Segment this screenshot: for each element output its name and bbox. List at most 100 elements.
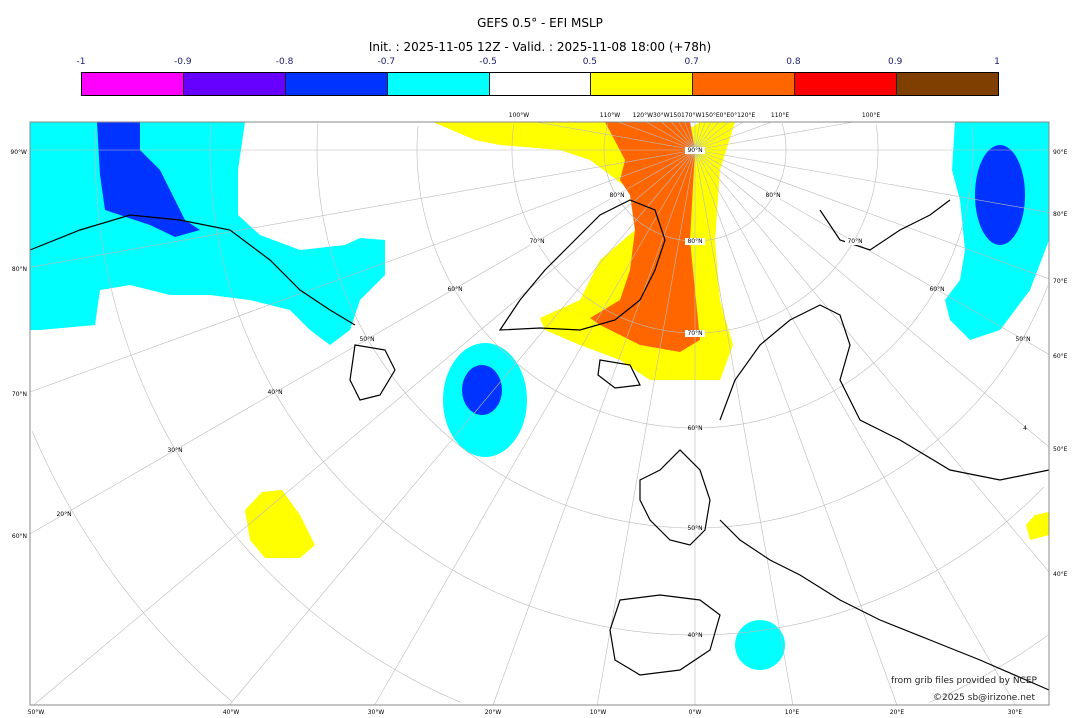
- meridian-line: [33, 149, 696, 706]
- efi-field: [30, 122, 1049, 670]
- blue-area-atlantic: [462, 365, 502, 415]
- coastline-baffin: [349, 344, 396, 401]
- meridian-line: [596, 149, 696, 706]
- colorbar-tick: 0.7: [684, 57, 699, 67]
- meridian-line: [694, 149, 1050, 573]
- meridian-line: [694, 149, 1050, 213]
- latitude-label: 60°N: [447, 286, 462, 293]
- latitude-label: 50°N: [687, 525, 702, 532]
- colorbar-swatch: [693, 73, 796, 95]
- meridian-line: [694, 121, 719, 151]
- latitude-label: 70°N: [687, 330, 702, 337]
- coastline-europe: [719, 519, 1050, 691]
- latitude-label: 40°N: [687, 632, 702, 639]
- colorbar-tick: -0.7: [377, 57, 396, 67]
- label-background: [685, 238, 705, 245]
- label-background: [607, 192, 627, 199]
- coastline-scandinavia: [719, 304, 1050, 481]
- left-axis-label: 70°N: [12, 391, 27, 398]
- colorbar-tick: -0.5: [479, 57, 497, 67]
- meridian-line: [678, 121, 696, 151]
- coastline-iberia: [609, 594, 721, 676]
- latitude-label: 50°N: [1015, 336, 1030, 343]
- coastline-siberia: [819, 199, 951, 251]
- colorbar-tick: 0.9: [888, 57, 903, 67]
- colorbar-swatch: [387, 73, 490, 95]
- meridian-line: [694, 121, 773, 151]
- right-axis-label: 70°E: [1053, 278, 1068, 285]
- latitude-label: 80°N: [609, 192, 624, 199]
- meridian-line: [492, 149, 696, 706]
- latitude-circle: [511, 124, 879, 334]
- bottom-axis-label: 20°W: [485, 709, 502, 716]
- colorbar-swatch: [795, 73, 898, 95]
- latitude-label: 80°N: [687, 238, 702, 245]
- bottom-axis-label: 40°W: [223, 709, 240, 716]
- meridian-line: [684, 121, 696, 151]
- latitude-label: 50°N: [359, 336, 374, 343]
- meridian-line: [617, 121, 696, 151]
- coastline-canada: [29, 214, 356, 326]
- bottom-axis-label: 30°E: [1008, 709, 1023, 716]
- latitude-circle: [31, 431, 233, 702]
- right-axis-label: 80°E: [1053, 211, 1068, 218]
- meridian-line: [694, 149, 794, 706]
- coastlines: [29, 199, 1050, 691]
- meridian-line: [694, 121, 701, 151]
- latitude-label: 70°N: [529, 238, 544, 245]
- bottom-axis-label: 0°W: [689, 709, 702, 716]
- top-axis-label: 100°W: [509, 112, 529, 119]
- meridian-line: [536, 121, 696, 151]
- meridian-line: [29, 149, 696, 393]
- meridian-line: [374, 149, 696, 706]
- axis-labels: 90°W 80°N 70°N 60°N 90°E 80°E 70°E 60°E 50°E 40°E…: [10, 112, 1067, 716]
- right-axis-label: 60°E: [1053, 353, 1068, 360]
- left-axis-label: 90°W: [10, 149, 27, 156]
- meridian-line: [694, 121, 744, 151]
- latitude-label: 70°N: [847, 238, 862, 245]
- colorbar-tick: -0.8: [275, 57, 294, 67]
- meridian-line: [694, 149, 1050, 448]
- label-background: [763, 192, 783, 199]
- right-axis-label: 40°E: [1053, 571, 1068, 578]
- colorbar-swatch: [489, 73, 592, 95]
- colorbar-swatch: [82, 73, 184, 95]
- coastline-britain: [639, 449, 711, 546]
- latitude-label: 30°N: [167, 447, 182, 454]
- meridian-line: [671, 121, 696, 151]
- bottom-axis-label: 20°E: [890, 709, 905, 716]
- colorbar-tick: -0.9: [173, 57, 192, 67]
- latitude-label: 60°N: [929, 286, 944, 293]
- left-axis-label: 80°N: [12, 266, 27, 273]
- right-axis-label: 90°E: [1053, 149, 1068, 156]
- colorbar-swatch: [897, 73, 999, 95]
- colorbar-tick: -1: [76, 57, 86, 67]
- colorbar-tick: 0.5: [582, 57, 598, 67]
- bottom-axis-label: 50°W: [28, 709, 45, 716]
- map-frame: [29, 121, 1050, 706]
- colorbar-tick: 0.8: [786, 57, 801, 67]
- map-title: GEFS 0.5° - EFI MSLP: [477, 16, 603, 30]
- meridian-line: [689, 121, 696, 151]
- data-source-credit: from grib files provided by NCEP: [891, 676, 1037, 686]
- top-axis-label: 110°W: [600, 112, 620, 119]
- top-axis-label: 110°E: [771, 112, 789, 119]
- latitude-circle: [316, 123, 1049, 529]
- meridian-line: [694, 149, 1050, 280]
- meridian-line: [694, 149, 1050, 355]
- bottom-axis-label: 10°E: [785, 709, 800, 716]
- blue-area-northwest: [97, 122, 200, 237]
- yellow-area-southwest: [245, 490, 315, 558]
- latitude-label: 4: [1023, 425, 1027, 432]
- label-background: [685, 330, 705, 337]
- bottom-axis-label: 30°W: [368, 709, 385, 716]
- meridian-line: [694, 121, 712, 151]
- coastline-greenland: [498, 199, 666, 331]
- yellow-area-east: [1026, 512, 1049, 540]
- latitude-label: 60°N: [687, 425, 702, 432]
- meridian-line: [29, 149, 696, 268]
- blue-area-northeast: [975, 145, 1025, 245]
- map-subtitle: Init. : 2025-11-05 12Z - Valid. : 2025-1…: [368, 40, 712, 54]
- latitude-label: 90°N: [687, 147, 702, 154]
